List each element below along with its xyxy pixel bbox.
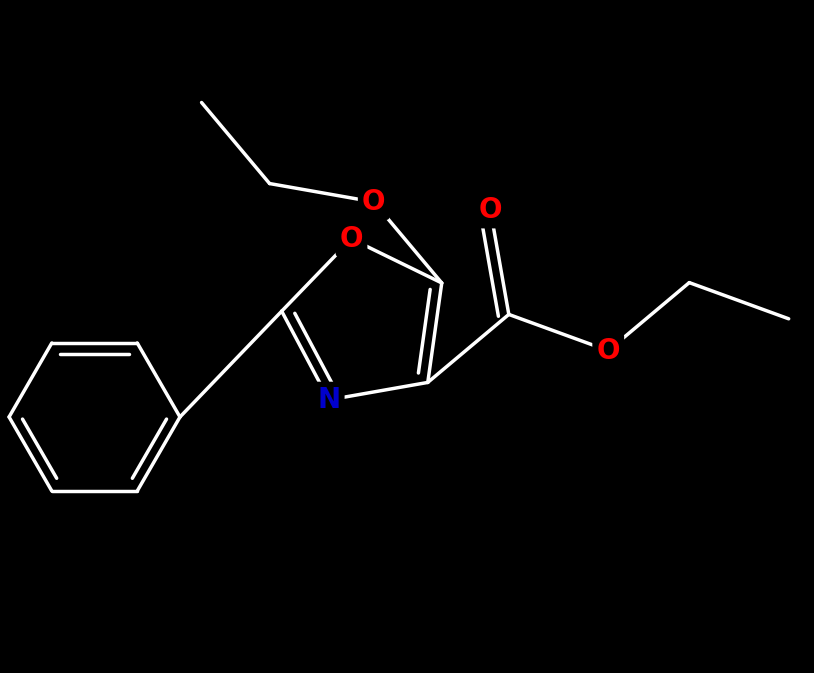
Text: N: N	[317, 386, 340, 414]
Text: O: O	[362, 188, 386, 216]
Text: O: O	[479, 197, 502, 224]
Text: O: O	[339, 225, 363, 253]
Text: O: O	[597, 336, 620, 365]
